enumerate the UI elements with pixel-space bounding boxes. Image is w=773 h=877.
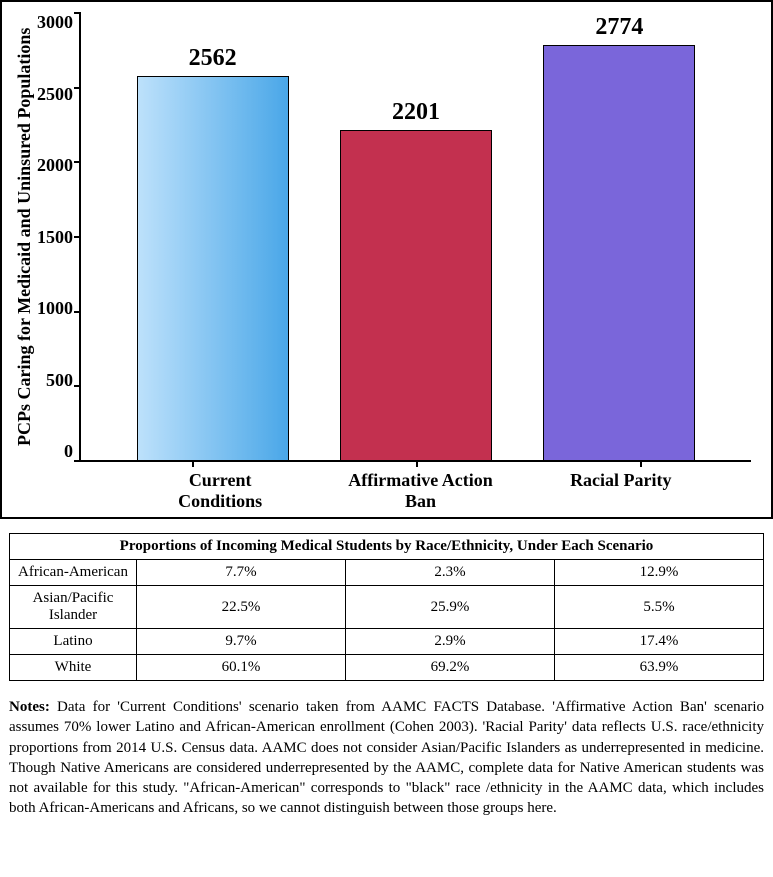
notes-block: Notes: Data for 'Current Conditions' sce… [9, 697, 764, 819]
y-tick: 1000 [37, 298, 73, 319]
row-value: 9.7% [137, 629, 346, 655]
bar-value-label: 2201 [392, 99, 440, 126]
table-title: Proportions of Incoming Medical Students… [10, 534, 764, 560]
chart-area: PCPs Caring for Medicaid and Uninsured P… [12, 12, 751, 462]
bar-value-label: 2774 [595, 14, 643, 41]
x-axis-labels: Current Conditions Affirmative Action Ba… [90, 462, 751, 512]
row-value: 60.1% [137, 655, 346, 681]
notes-label: Notes: [9, 699, 50, 715]
y-axis-ticks: 3000 2500 2000 1500 1000 500 0 [37, 12, 79, 462]
bar-affirmative-action-ban [340, 130, 492, 460]
bar-value-label: 2562 [189, 45, 237, 72]
bar-racial-parity [543, 45, 695, 460]
row-label: African-American [10, 560, 137, 586]
bars-container: 2562 2201 2774 [81, 12, 751, 460]
bar-group: 2562 [138, 45, 288, 460]
x-label: Affirmative Action Ban [345, 470, 495, 512]
row-value: 2.9% [345, 629, 554, 655]
x-label: Current Conditions [145, 470, 295, 512]
y-tick: 3000 [37, 12, 73, 33]
row-label: Latino [10, 629, 137, 655]
chart-frame: PCPs Caring for Medicaid and Uninsured P… [0, 0, 773, 519]
row-value: 2.3% [345, 560, 554, 586]
y-tick: 0 [64, 441, 73, 462]
row-value: 69.2% [345, 655, 554, 681]
row-value: 17.4% [554, 629, 763, 655]
table-row: African-American7.7%2.3%12.9% [10, 560, 764, 586]
x-label: Racial Parity [546, 470, 696, 512]
notes-text: Data for 'Current Conditions' scenario t… [9, 699, 764, 816]
bar-current-conditions [137, 76, 289, 460]
y-tick: 2000 [37, 155, 73, 176]
row-value: 7.7% [137, 560, 346, 586]
table-row: Asian/Pacific Islander22.5%25.9%5.5% [10, 586, 764, 629]
row-value: 22.5% [137, 586, 346, 629]
bar-group: 2201 [341, 99, 491, 460]
row-value: 63.9% [554, 655, 763, 681]
table-row: White60.1%69.2%63.9% [10, 655, 764, 681]
row-label: Asian/Pacific Islander [10, 586, 137, 629]
y-tick: 500 [46, 370, 73, 391]
y-axis-label: PCPs Caring for Medicaid and Uninsured P… [12, 12, 37, 462]
row-value: 5.5% [554, 586, 763, 629]
row-label: White [10, 655, 137, 681]
bar-group: 2774 [544, 14, 694, 460]
row-value: 25.9% [345, 586, 554, 629]
table-row: Latino9.7%2.9%17.4% [10, 629, 764, 655]
proportions-table: Proportions of Incoming Medical Students… [9, 533, 764, 681]
y-tick: 2500 [37, 84, 73, 105]
plot-area: 2562 2201 2774 [79, 12, 751, 462]
row-value: 12.9% [554, 560, 763, 586]
y-tick: 1500 [37, 227, 73, 248]
